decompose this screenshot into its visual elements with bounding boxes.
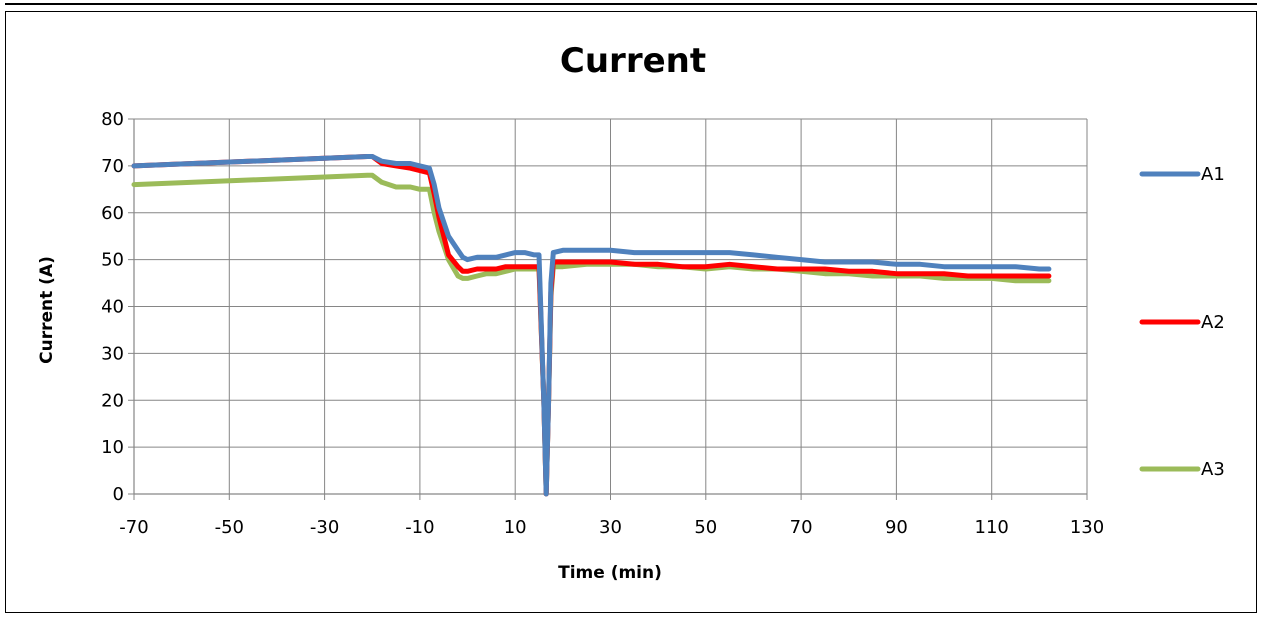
tick-labels: 0 10 20 30 40 50 60 70 80 -70 -50 -30 -10 10 30 50 70 90 1… xyxy=(101,109,1104,538)
x-tick-label: -70 xyxy=(119,517,148,538)
x-tick-label: -50 xyxy=(215,517,244,538)
x-tick-label: 90 xyxy=(885,517,908,538)
chart-title: Current xyxy=(560,41,706,81)
y-tick-label: 40 xyxy=(101,297,124,318)
axes xyxy=(128,118,1088,500)
series-line-a1 xyxy=(131,154,1052,497)
x-tick-label: -10 xyxy=(405,517,434,538)
legend-label-a3: A3 xyxy=(1201,459,1225,480)
y-tick-label: 60 xyxy=(101,203,124,224)
x-tick-label: 30 xyxy=(599,517,622,538)
y-tick-label: 10 xyxy=(101,437,124,458)
x-axis-title: Time (min) xyxy=(558,563,662,583)
x-tick-label: 110 xyxy=(975,517,1009,538)
y-axis-title: Current (A) xyxy=(37,256,57,364)
legend-label-a2: A2 xyxy=(1201,312,1225,333)
x-tick-label: 10 xyxy=(504,517,527,538)
series-layer xyxy=(131,154,1052,497)
series-line-a3 xyxy=(131,172,1052,497)
y-tick-label: 0 xyxy=(113,484,124,505)
x-tick-label: 70 xyxy=(790,517,813,538)
chart-frame xyxy=(5,11,1257,613)
y-tick-label: 20 xyxy=(101,390,124,411)
x-tick-label: -30 xyxy=(310,517,339,538)
x-tick-label: 130 xyxy=(1070,517,1104,538)
y-tick-label: 50 xyxy=(101,250,124,271)
y-tick-label: 70 xyxy=(101,156,124,177)
y-tick-label: 30 xyxy=(101,343,124,364)
legend: A1 A2 A3 xyxy=(1139,164,1225,480)
legend-label-a1: A1 xyxy=(1201,164,1225,185)
x-tick-label: 50 xyxy=(694,517,717,538)
series-line-a2 xyxy=(131,154,1052,497)
y-tick-label: 80 xyxy=(101,109,124,130)
grid-lines xyxy=(134,118,1088,494)
top-border-line xyxy=(5,3,1257,5)
